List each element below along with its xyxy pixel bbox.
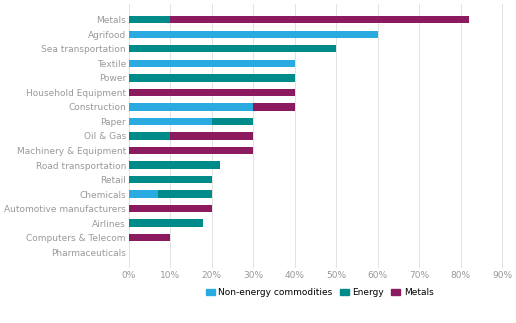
Bar xyxy=(128,103,253,110)
Bar xyxy=(128,74,295,81)
Bar xyxy=(128,16,170,23)
Bar xyxy=(158,191,212,198)
Legend: Non-energy commodities, Energy, Metals: Non-energy commodities, Energy, Metals xyxy=(205,288,433,297)
Bar xyxy=(128,162,220,169)
Bar xyxy=(170,16,469,23)
Bar xyxy=(128,45,336,52)
Bar xyxy=(128,60,295,67)
Bar xyxy=(212,118,253,125)
Bar xyxy=(170,132,253,140)
Bar xyxy=(128,220,203,227)
Bar xyxy=(128,191,158,198)
Bar xyxy=(128,31,378,38)
Bar xyxy=(128,176,212,183)
Bar xyxy=(128,89,295,96)
Bar xyxy=(128,118,212,125)
Bar xyxy=(253,103,295,110)
Bar xyxy=(128,147,253,154)
Bar xyxy=(128,132,170,140)
Bar xyxy=(128,234,170,241)
Bar xyxy=(128,205,212,212)
